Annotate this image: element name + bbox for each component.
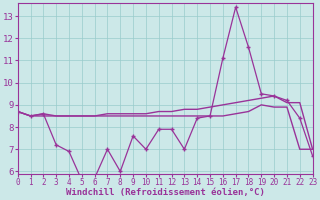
X-axis label: Windchill (Refroidissement éolien,°C): Windchill (Refroidissement éolien,°C) <box>66 188 265 197</box>
